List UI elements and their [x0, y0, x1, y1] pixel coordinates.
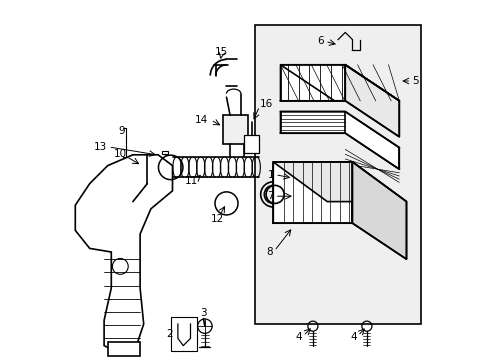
Polygon shape — [75, 155, 172, 353]
Polygon shape — [280, 112, 399, 169]
Polygon shape — [345, 65, 399, 137]
Polygon shape — [280, 65, 399, 101]
Text: 15: 15 — [214, 47, 227, 57]
Bar — [162, 151, 168, 154]
Polygon shape — [273, 162, 352, 223]
Text: 1: 1 — [267, 170, 273, 180]
Polygon shape — [273, 162, 406, 202]
Text: 5: 5 — [411, 76, 418, 86]
Text: 8: 8 — [266, 247, 273, 257]
Text: 14: 14 — [194, 114, 207, 125]
Polygon shape — [280, 65, 345, 101]
Text: 4: 4 — [295, 332, 302, 342]
Text: 16: 16 — [259, 99, 272, 109]
Text: 2: 2 — [166, 329, 173, 339]
Bar — [255, 25, 420, 324]
Text: 10: 10 — [114, 149, 126, 159]
Text: 6: 6 — [316, 36, 323, 46]
Bar — [170, 317, 197, 351]
Text: 3: 3 — [200, 307, 206, 318]
Bar — [223, 115, 247, 144]
Text: 11: 11 — [184, 176, 198, 186]
Polygon shape — [352, 162, 406, 259]
Bar — [244, 135, 258, 153]
Text: 7: 7 — [266, 191, 273, 201]
Text: 12: 12 — [210, 213, 224, 224]
Text: 13: 13 — [94, 142, 107, 152]
Bar — [107, 342, 140, 356]
Text: 4: 4 — [349, 332, 356, 342]
Text: 9: 9 — [119, 126, 125, 136]
